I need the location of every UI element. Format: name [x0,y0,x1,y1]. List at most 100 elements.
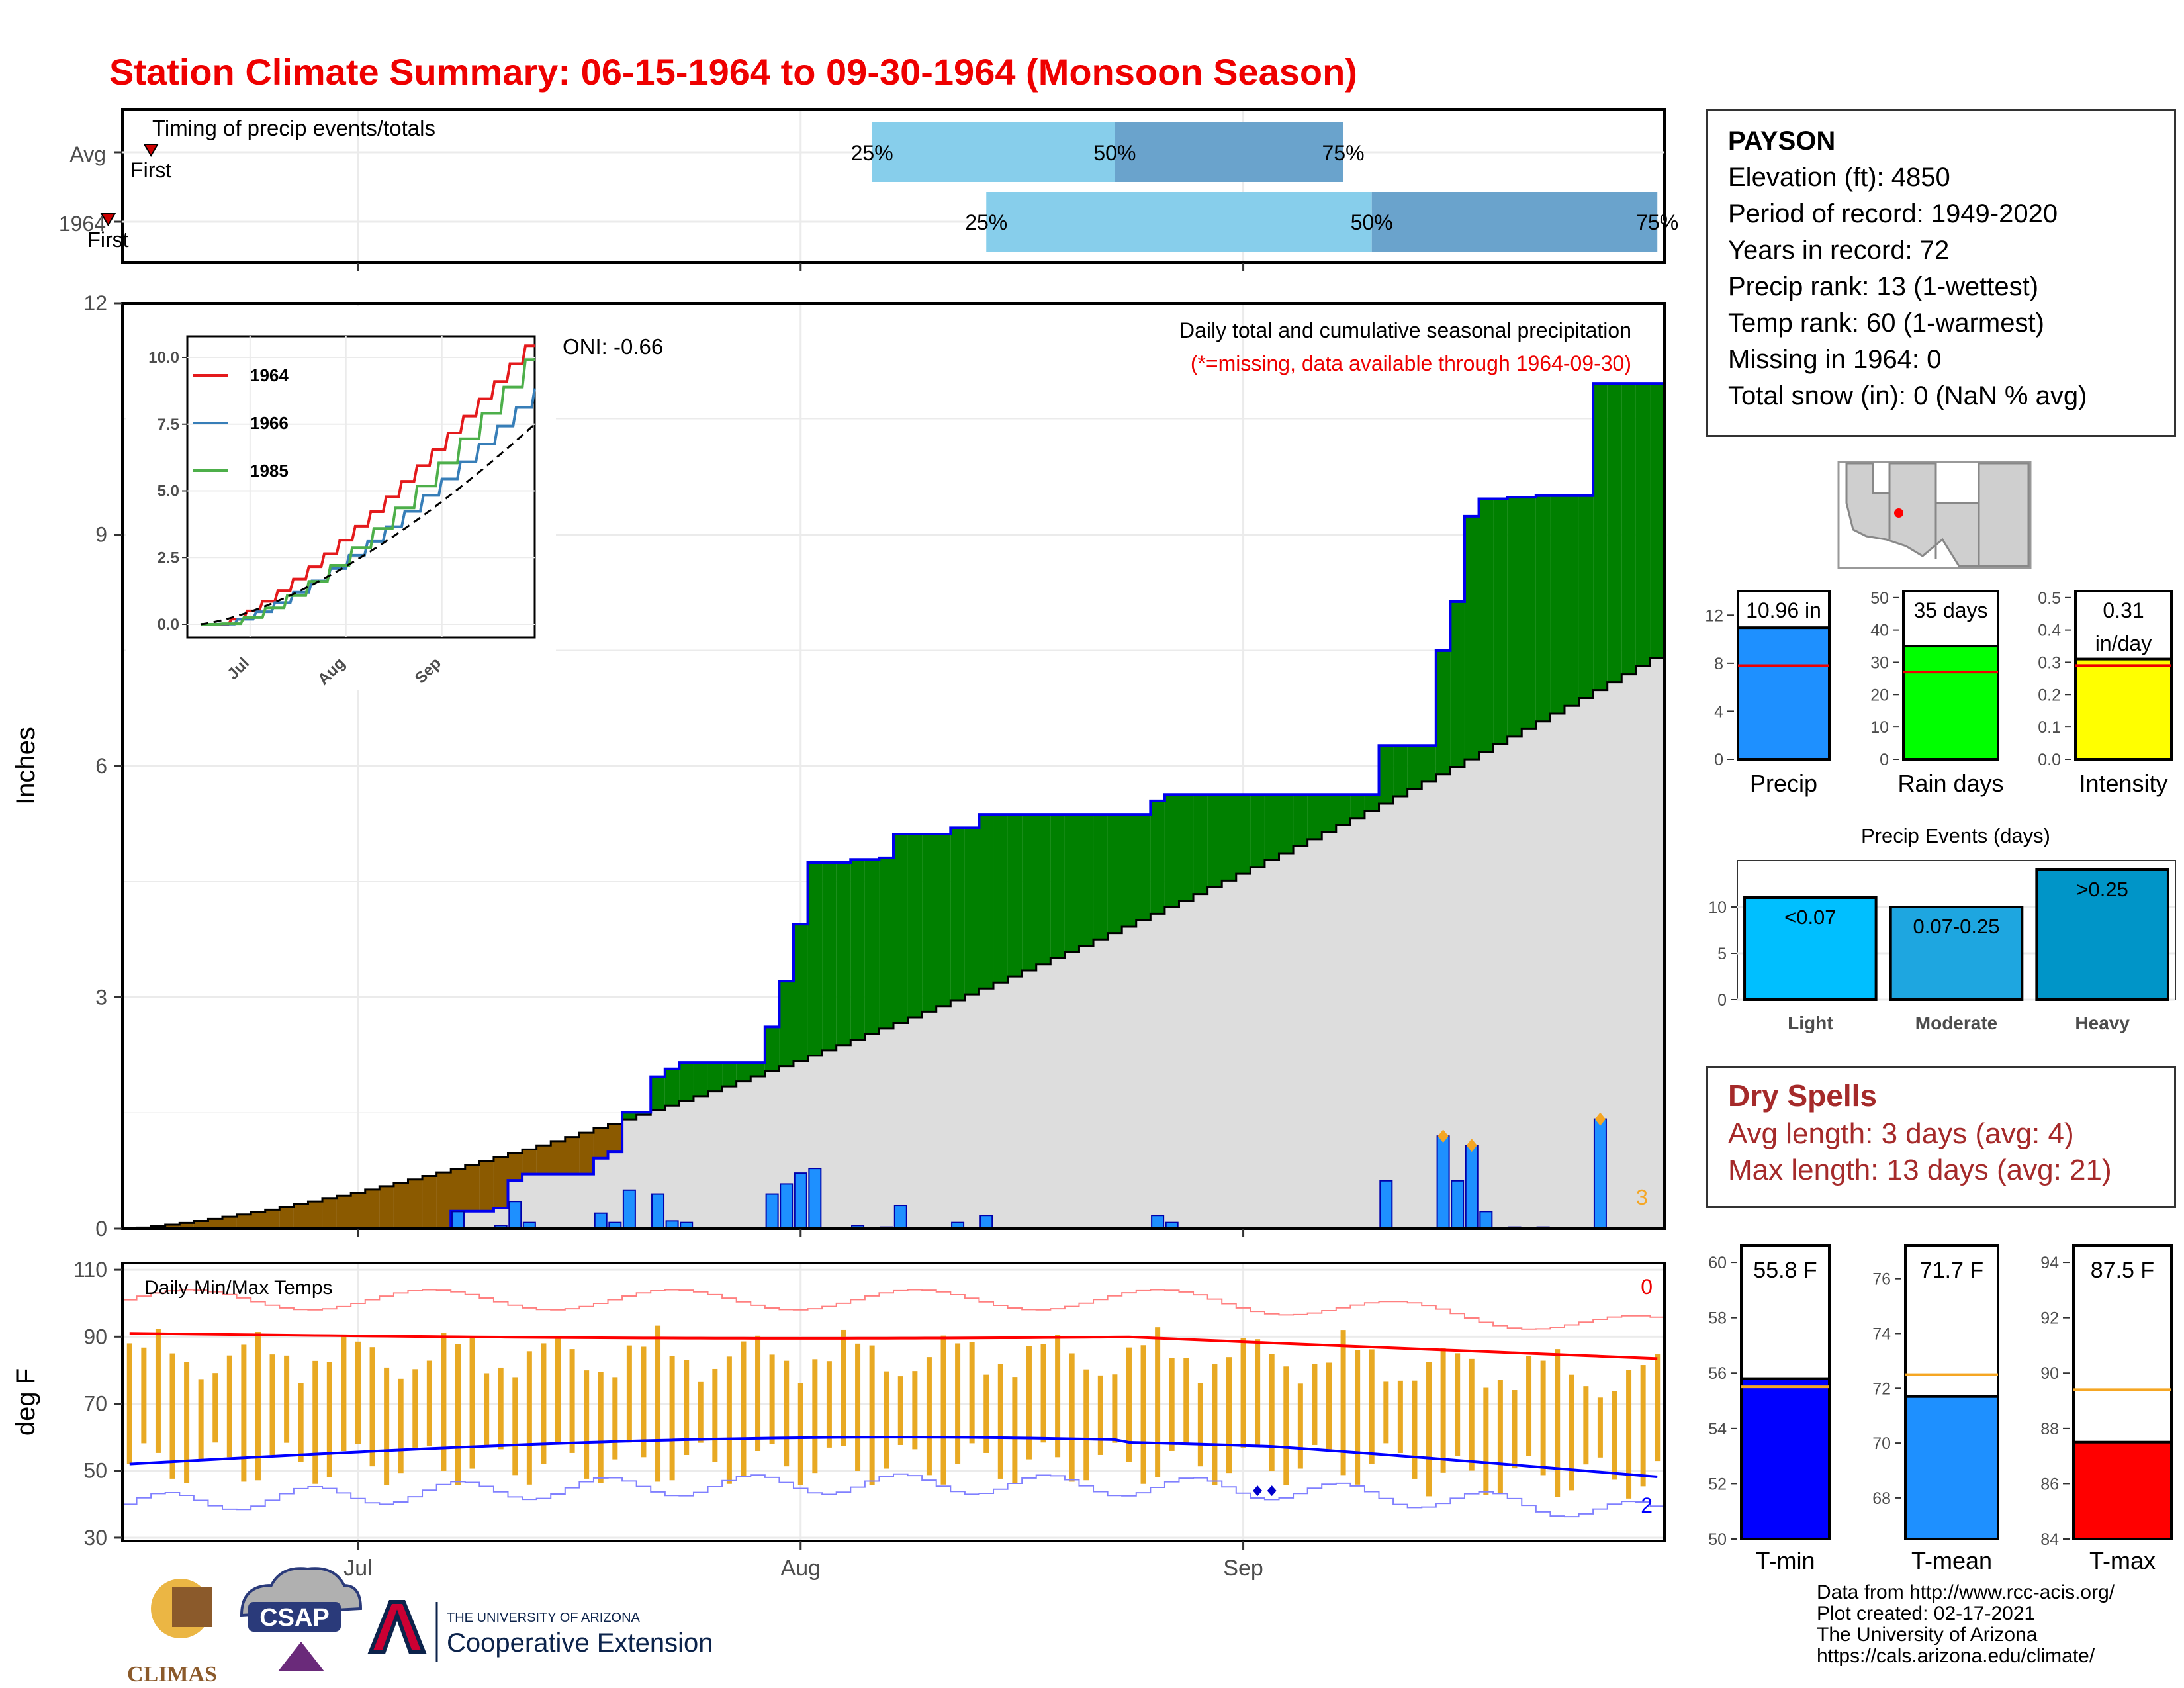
surplus-segment [1507,497,1522,737]
temp-range-bar [298,1383,304,1462]
surplus-segment [1350,794,1365,818]
temp-range-bar [169,1353,175,1479]
temp-summary-y-tick-label: 90 [2040,1364,2059,1383]
temp-range-bar [1412,1380,1418,1479]
inset-legend-label: 1985 [250,461,289,481]
deficit-segment [293,1204,308,1229]
timing-row-1964-label: 1964 [59,212,106,236]
temp-range-bar [1526,1356,1532,1456]
summary-bar-value: 0.31 [2103,598,2144,622]
summary-y-tick-label: 12 [1705,606,1723,625]
deficit-segment [393,1182,408,1229]
deficit-segment [479,1161,494,1211]
events-bar [1743,896,1878,1001]
temp-range-bar [1083,1369,1089,1481]
temp-range-bar [1012,1377,1018,1483]
summary-y-tick-label: 0.1 [2038,718,2061,737]
inset-y-tick-label: 5.0 [158,483,179,500]
timing-box-upper [1115,122,1343,182]
temp-range-bar [441,1333,447,1471]
summary-bars: 0 4 8 12 10.96 in Precip 0 10 20 30 40 50 35 days Rai… [1705,589,2173,797]
temp-range-bar [741,1341,747,1477]
climas-logo: CLIMAS [127,1579,217,1687]
temp-range-bar [626,1345,632,1443]
deficit-segment [222,1217,237,1229]
dry-spells-box: Dry Spells Avg length: 3 days (avg: 4) M… [1706,1066,2176,1208]
deficit-segment [608,1123,623,1152]
temp-range-bar [1055,1335,1061,1458]
avg-low-line [129,1436,1658,1479]
daily-precip-bar [1593,1118,1607,1229]
temp-y-tick-label: 30 [83,1526,107,1550]
temp-range-bar [1197,1383,1203,1467]
summary-y-tick-label: 0 [1880,751,1889,769]
temp-range-bar [1040,1344,1046,1443]
temp-range-bar [384,1367,390,1485]
station-info-box: PAYSON Elevation (ft): 4850 Period of re… [1706,109,2176,437]
temp-range-bar [612,1377,618,1460]
record-low-marker [1267,1485,1277,1497]
surplus-segment [1122,814,1136,927]
temp-summary-y-tick-label: 56 [1708,1364,1727,1383]
surplus-segment [1164,794,1179,908]
summary-bar-value: 35 days [1913,598,1987,622]
temp-summary-y-tick-label: 76 [1872,1270,1891,1289]
deficit-segment [236,1214,251,1229]
temp-range-bar [1640,1365,1646,1487]
surplus-segment [736,1062,751,1082]
inset-frame [186,335,536,639]
surplus-segment [979,814,994,989]
summary-y-tick-label: 0.5 [2038,589,2061,608]
temp-range-bar [1212,1364,1218,1485]
surplus-segment [1535,495,1551,722]
temp-range-bar [498,1367,504,1450]
temp-summary-bars: 50 52 54 56 58 60 55.8 F T-min 68 70 72 74 76 71.7 F T… [1708,1244,2173,1574]
events-x-label: Light [1788,1013,1833,1033]
station-elevation: Elevation (ft): 4850 [1728,163,1950,192]
daily-precip-bar [622,1189,636,1229]
temp-daily-bars [126,1325,1661,1499]
temp-range-bar [198,1379,204,1460]
temp-y-axis: 30 50 70 90 110 [73,1258,122,1550]
surplus-segment [679,1062,694,1102]
precip-cumulative-areas [122,382,1665,1230]
precip-panel: 0 3 6 9 12 Inches Daily total and cumulative… [11,291,1666,1241]
station-missing: Missing in 1964: 0 [1728,345,1942,374]
deficit-segment [322,1198,337,1229]
surplus-segment [1422,745,1436,782]
temp-range-bar [926,1357,932,1476]
temp-summary-y-tick-label: 84 [2040,1530,2059,1549]
temp-summary-label: T-min [1756,1547,1815,1574]
station-period: Period of record: 1949-2020 [1728,199,2058,228]
timing-p25: 25% [851,141,893,165]
temp-range-bar [398,1378,404,1474]
station-years: Years in record: 72 [1728,236,1950,265]
temp-range-bar [512,1377,518,1476]
temp-range-bar [126,1343,132,1464]
footer-url: https://cals.arizona.edu/climate/ [1817,1645,2095,1667]
summary-y-tick-label: 50 [1870,589,1889,608]
summary-bar-label: Rain days [1897,770,2003,797]
temp-range-bar [1440,1348,1446,1473]
surplus-segment [1479,498,1494,752]
summary-y-tick-label: 4 [1714,702,1723,721]
precip-y-tick-label: 12 [83,291,107,315]
surplus-segment [950,827,965,1000]
temp-range-bar [584,1370,590,1479]
temp-lines [122,1289,1665,1518]
precip-events-chart: Precip Events (days) 0 5 10 <0.07 Light 0.07-0… [1708,824,2176,1033]
summary-y-tick-label: 0.0 [2038,751,2061,769]
surplus-segment [1279,794,1294,853]
surplus-segment [893,833,908,1023]
surplus-segment [993,814,1008,983]
temp-range-bar [1097,1375,1103,1455]
surplus-segment [1564,495,1579,706]
surplus-segment [1150,800,1165,914]
oni-value: ONI: -0.66 [563,334,663,359]
deficit-segment [465,1164,480,1211]
deficit-segment [579,1133,594,1174]
timing-p75: 75% [1636,211,1678,234]
surplus-segment [907,833,923,1017]
temp-range-bar [326,1362,332,1477]
inset-y-tick-label: 10.0 [148,349,179,367]
